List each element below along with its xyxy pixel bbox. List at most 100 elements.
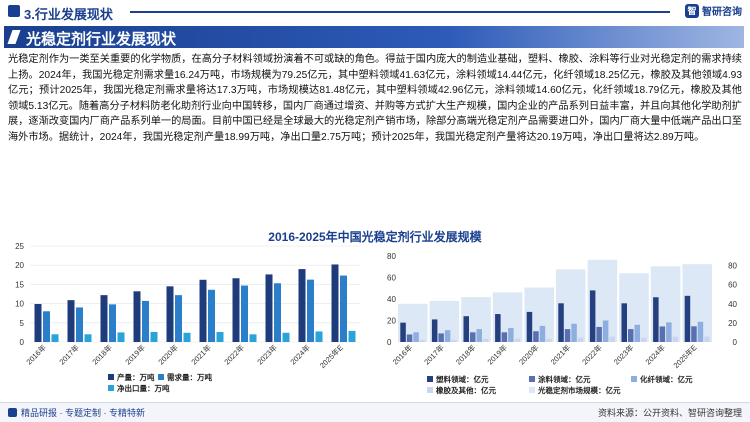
bar-2-2 [117,332,125,342]
chart-production-demand: 0 5 10 15 20 25 2016年 2017年 2018年 2019年 2020年 2021年… [15,242,360,393]
section-bullet-icon [8,5,20,17]
brand-logo: 智 智研咨询 [685,3,742,18]
y-tick-label: 15 [15,280,24,289]
y-tick-label: 25 [15,242,24,251]
y-tick-label: 10 [15,300,24,309]
bar-1-7 [274,283,281,342]
bar-3-5 [577,337,584,342]
legend-label: 涂料领域：亿元 [538,374,591,384]
bar-2-9 [348,330,356,342]
bar-1-0 [43,311,50,342]
bar-3-4 [546,338,552,342]
bar-0-7 [621,303,627,342]
y2-tick-label: 20 [728,319,737,328]
bar-1-6 [241,285,248,342]
bar-1-4 [533,331,539,342]
x-tick-label: 2025年E [317,342,345,370]
bar-0-4 [526,311,533,342]
bar-3-1 [451,339,457,342]
bar-1-1 [76,307,83,342]
bar-0-5 [558,303,564,342]
bar-1-8 [307,279,314,342]
x-tick-label: 2020年 [516,342,541,367]
y-tick-label: 80 [387,252,396,261]
bar-0-8 [653,297,659,342]
bar-0-3 [133,291,141,342]
bar-0-6 [232,278,240,342]
legend-swatch [427,376,433,382]
y2-tick-label: 60 [728,281,737,290]
bar-1-5 [208,289,215,342]
bar-2-7 [282,332,290,342]
y-tick-label: 0 [387,338,392,347]
x-tick-label: 2017年 [422,342,447,367]
x-tick-label: 2025年E [671,342,699,370]
body-paragraph: 光稳定剂作为一类至关重要的化学物质，在高分子材料领域扮演着不可或缺的角色。得益于… [8,54,742,143]
bar-2-0 [51,334,59,342]
bar-3-6 [609,336,615,342]
bar-2-9 [697,321,704,342]
bar-0-3 [495,314,501,342]
bar-1-2 [109,304,116,342]
bar-2-3 [508,328,514,342]
x-tick-label: 2020年 [156,342,181,367]
bar-2-6 [249,334,257,342]
bar-1-0 [406,334,413,342]
legend-swatch [427,387,433,393]
x-tick-label: 2024年 [643,342,668,367]
legend-swatch [529,376,535,382]
bar-3-9 [704,336,710,342]
footer-left: 精品研报 · 专题定制 · 专精特新 [8,406,145,419]
x-tick-label: 2022年 [580,342,605,367]
x-tick-label: 2017年 [57,342,82,367]
x-tick-label: 2019年 [123,342,148,367]
bar-1-9 [691,326,697,342]
footer-brand-icon [8,408,17,417]
header-divider [130,11,670,13]
bar-2-0 [413,332,419,342]
bar-1-3 [142,300,149,342]
legend-label: 光稳定剂市场规模：亿元 [537,385,621,395]
bar-0-9 [684,295,691,342]
bar-2-2 [476,329,482,342]
bar-0-6 [589,290,596,342]
y-tick-label: 0 [20,338,25,347]
bar-2-3 [150,332,158,342]
bar-2-5 [571,323,577,342]
x-tick-label: 2023年 [255,342,280,367]
bar-1-3 [501,332,508,342]
bar-0-9 [331,264,339,342]
x-tick-label: 2019年 [485,342,510,367]
bar-2-8 [315,331,323,342]
y2-tick-label: 0 [733,338,738,347]
bar-3-8 [672,336,679,342]
x-tick-label: 2018年 [90,342,115,367]
bar-3-7 [641,337,647,342]
bar-0-2 [100,295,108,342]
y-tick-label: 60 [387,274,396,283]
bar-2-1 [444,330,451,342]
x-tick-label: 2023年 [611,342,636,367]
bar-0-4 [166,286,174,342]
bar-0-5 [199,279,207,342]
footer-bar: 精品研报 · 专题定制 · 专精特新 资料来源：公开资料、智研咨询整理 [0,402,750,422]
x-tick-label: 2016年 [390,342,415,367]
x-tick-label: 2022年 [222,342,247,367]
bar-2-6 [602,320,609,342]
bar-1-9 [340,275,347,342]
legend-swatch [529,387,535,393]
bar-0-1 [431,319,438,342]
bar-3-2 [483,338,489,342]
bar-0-2 [463,316,469,342]
bar-2-1 [84,334,92,342]
top-header: 3.行业发展现状 智 智研咨询 [0,0,750,24]
bar-2-4 [183,332,191,342]
bar-3-3 [514,338,521,342]
y-tick-label: 20 [387,317,396,326]
banner-title: 光稳定剂行业发展现状 [26,31,177,48]
x-tick-label: 2016年 [24,342,49,367]
legend-swatch [108,374,114,380]
legend-swatch [158,374,164,380]
bar-2-8 [666,322,672,342]
footer-source: 资料来源：公开资料、智研咨询整理 [597,408,742,418]
